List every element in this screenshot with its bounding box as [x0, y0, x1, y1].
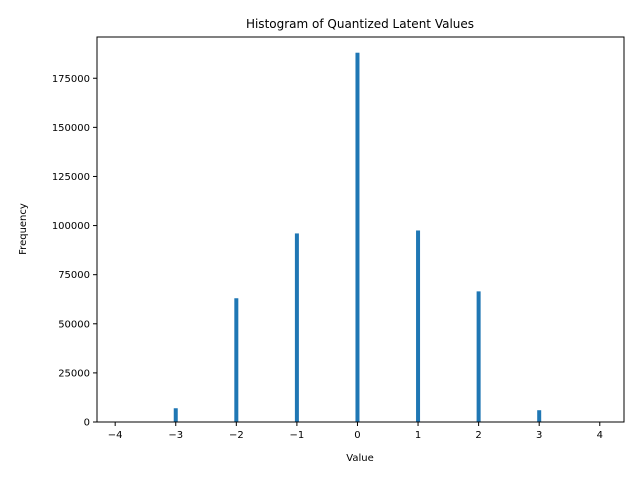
x-tick-label: −2 [229, 430, 244, 441]
x-tick-label: 3 [536, 430, 542, 441]
x-tick-label: −3 [168, 430, 183, 441]
y-tick-label: 175000 [52, 74, 90, 85]
x-tick-label: −4 [108, 430, 123, 441]
y-tick-label: 100000 [52, 221, 90, 232]
y-tick-label: 75000 [58, 270, 90, 281]
histogram-bar [294, 233, 299, 422]
y-axis-ticks: 0 25000 50000 75000 100000 125000 150000 175000 [52, 74, 97, 429]
x-tick-label: 1 [415, 430, 421, 441]
plot-frame [96, 36, 625, 423]
histogram-bar [173, 408, 178, 422]
x-tick-label: 4 [597, 430, 603, 441]
y-tick-label: 0 [84, 418, 90, 429]
histogram-bar [416, 230, 421, 422]
x-tick-label: −1 [290, 430, 305, 441]
y-tick-label: 125000 [52, 172, 90, 183]
x-tick-label: 0 [354, 430, 360, 441]
y-axis-label: Frequency [18, 203, 29, 255]
histogram-bar [234, 298, 239, 422]
histogram-bar [537, 410, 542, 422]
x-tick-label: 2 [475, 430, 481, 441]
x-axis-ticks: −4 −3 −2 −1 0 1 2 3 4 [108, 422, 603, 441]
y-tick-label: 150000 [52, 123, 90, 134]
y-tick-label: 25000 [58, 368, 90, 379]
bars-group [173, 52, 542, 422]
chart-title: Histogram of Quantized Latent Values [246, 17, 474, 31]
y-tick-label: 50000 [58, 319, 90, 330]
x-axis-label: Value [346, 453, 373, 464]
histogram-bar [476, 291, 481, 422]
histogram-bar [355, 52, 360, 422]
